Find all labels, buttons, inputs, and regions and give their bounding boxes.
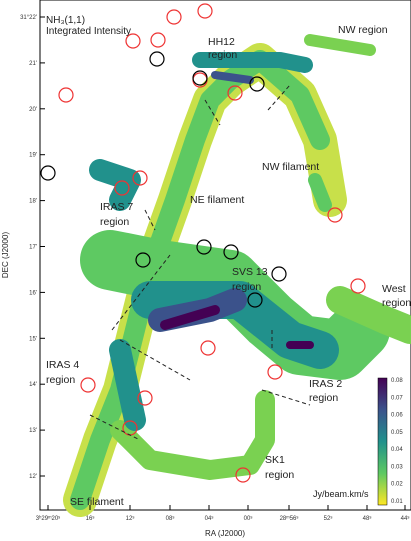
y-tick-label: 17' — [29, 245, 37, 251]
region-label: NW region — [338, 24, 388, 36]
colorbar-tick-label: 0.02 — [391, 482, 403, 488]
region-label: IRAS 4 — [46, 359, 79, 371]
colorbar-label: Jy/beam.km/s — [313, 489, 369, 499]
y-tick-label: 15' — [29, 336, 37, 342]
y-tick-label: 13' — [29, 428, 37, 434]
x-tick-label: 12ˢ — [126, 516, 135, 522]
x-axis-label: RA (J2000) — [205, 529, 245, 538]
colorbar-tick-label: 0.01 — [391, 499, 403, 505]
region-label: SE filament — [70, 496, 124, 508]
title: Integrated Intensity — [46, 26, 131, 37]
region-label: region — [265, 469, 294, 481]
x-tick-label: 16ˢ — [86, 516, 95, 522]
y-tick-label: 12' — [29, 474, 37, 480]
y-tick-label: 19' — [29, 153, 37, 159]
colorbar-tick-label: 0.04 — [391, 447, 403, 453]
x-tick-label: 08ˢ — [166, 516, 175, 522]
x-tick-label: 52ˢ — [324, 516, 333, 522]
colorbar-tick-label: 0.03 — [391, 464, 403, 470]
region-label: NE filament — [190, 194, 244, 206]
map-figure: NW region HH12 region NW filament IRAS 7… — [0, 0, 411, 541]
region-label: region — [100, 216, 129, 228]
x-tick-label: 3ʰ29ᵐ20ˢ — [36, 515, 60, 522]
region-label: SK1 — [265, 454, 285, 466]
region-label: region — [46, 374, 75, 386]
region-label: NW filament — [262, 161, 319, 173]
region-label: IRAS 2 — [309, 378, 342, 390]
x-tick-label: 48ˢ — [363, 516, 372, 522]
y-tick-label: 21' — [29, 61, 37, 67]
region-label: HH12 — [208, 36, 235, 48]
x-tick-label: 44ˢ — [401, 516, 410, 522]
x-tick-label: 04ˢ — [205, 516, 214, 522]
region-label: West — [382, 283, 406, 295]
region-label: region — [208, 49, 237, 61]
y-tick-label: 18' — [29, 199, 37, 205]
region-label: region — [382, 297, 411, 309]
region-label: SVS 13 — [232, 266, 268, 278]
region-label: region — [232, 281, 261, 293]
y-tick-label: 31°22' — [20, 15, 37, 21]
colorbar-tick-label: 0.05 — [391, 430, 403, 436]
y-tick-label: 14' — [29, 382, 37, 388]
x-tick-label: 00ˢ — [244, 516, 253, 522]
colorbar — [378, 378, 387, 505]
region-label: region — [309, 392, 338, 404]
title: NH₃(1,1) — [46, 15, 85, 26]
y-tick-label: 16' — [29, 290, 37, 296]
y-axis-label: DEC (J2000) — [1, 232, 10, 279]
x-tick-label: 28ᵐ56ˢ — [280, 516, 299, 522]
colorbar-tick-label: 0.06 — [391, 413, 403, 419]
region-label: IRAS 7 — [100, 201, 133, 213]
colorbar-tick-label: 0.07 — [391, 395, 403, 401]
colorbar-tick-label: 0.08 — [391, 378, 403, 384]
y-tick-label: 20' — [29, 107, 37, 113]
